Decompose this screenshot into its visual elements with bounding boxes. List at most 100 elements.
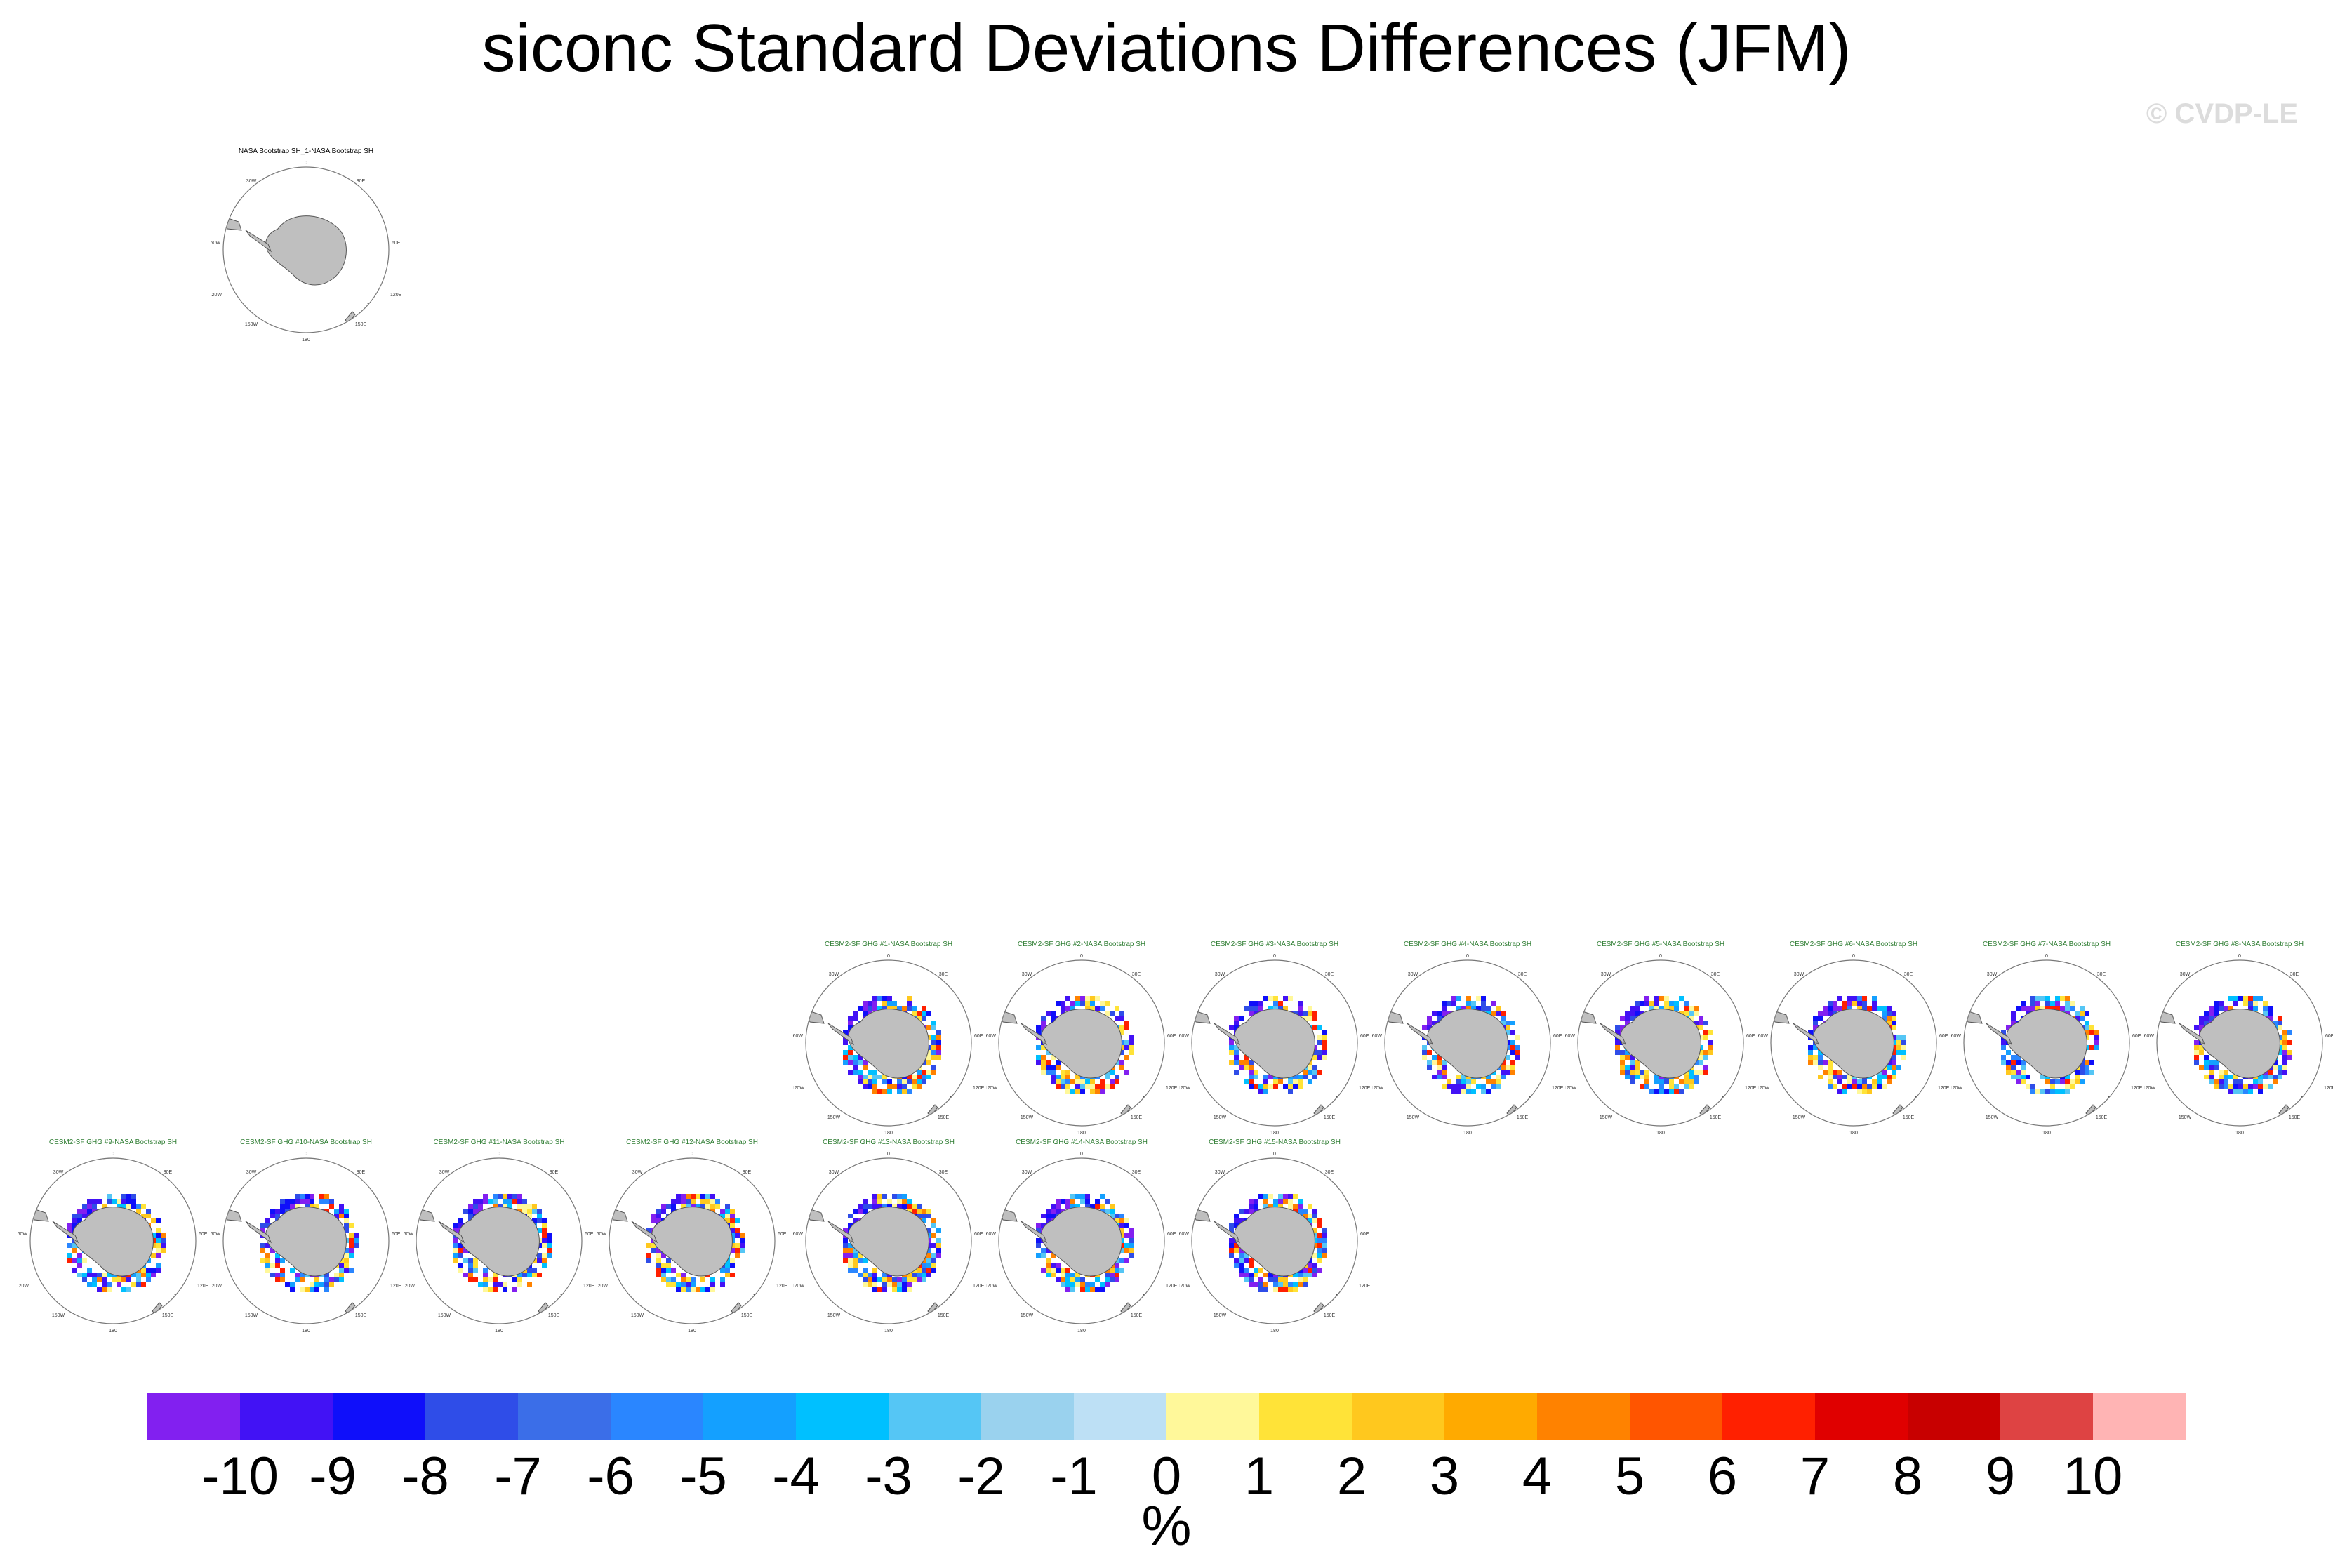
polar-map: 0 30W 30E 60W 60E 120W 120E 150W 150E 180: [404, 1152, 594, 1334]
colorbar-tick-label: 0: [1151, 1447, 1182, 1506]
colorbar-tick-label: -6: [587, 1447, 634, 1506]
longitude-label: 120E: [390, 293, 401, 298]
longitude-label: 120E: [1938, 1086, 1949, 1091]
longitude-label: 30E: [939, 1170, 948, 1175]
map-border: [805, 959, 972, 1127]
longitude-label: 150W: [52, 1313, 65, 1318]
longitude-label: 150W: [1214, 1313, 1227, 1318]
map-panel: CESM2-SF GHG #11-NASA Bootstrap SH 0 30W 30…: [404, 1138, 594, 1342]
panel-title: CESM2-SF GHG #15-NASA Bootstrap SH: [1209, 1138, 1341, 1146]
colorbar-box: [981, 1393, 1074, 1440]
longitude-label: 0: [2045, 954, 2048, 959]
colorbar-tick-label: -3: [865, 1447, 912, 1506]
longitude-label: 180: [1270, 1329, 1279, 1334]
map-border: [1384, 959, 1551, 1127]
colorbar-box: [1815, 1393, 1908, 1440]
longitude-label: 30E: [2290, 972, 2299, 977]
longitude-label: 150W: [438, 1313, 451, 1318]
colorbar-box: [889, 1393, 981, 1440]
longitude-label: 150W: [631, 1313, 644, 1318]
longitude-label: 0: [1080, 954, 1083, 959]
longitude-label: 150E: [938, 1313, 950, 1318]
longitude-label: 60E: [1167, 1232, 1176, 1237]
longitude-label: 180: [495, 1329, 503, 1334]
colorbar-tick-label: 1: [1244, 1447, 1275, 1506]
panel-title: CESM2-SF GHG #13-NASA Bootstrap SH: [823, 1138, 955, 1146]
panel-title: CESM2-SF GHG #7-NASA Bootstrap SH: [1982, 941, 2111, 948]
longitude-label: 150W: [1600, 1115, 1613, 1120]
longitude-label: 120E: [1166, 1284, 1177, 1289]
longitude-label: 120E: [973, 1086, 984, 1091]
longitude-label: 120W: [1179, 1284, 1190, 1289]
panel-title: CESM2-SF GHG #3-NASA Bootstrap SH: [1210, 941, 1339, 948]
longitude-label: 0: [691, 1152, 693, 1157]
longitude-label: 60W: [1372, 1034, 1382, 1039]
map-panel: CESM2-SF GHG #4-NASA Bootstrap SH 0 30W 30E…: [1372, 941, 1563, 1144]
longitude-label: 30E: [357, 179, 366, 184]
longitude-label: 0: [1852, 954, 1855, 959]
longitude-label: 30W: [1215, 1170, 1225, 1175]
longitude-label: 30E: [357, 1170, 366, 1175]
longitude-label: 30W: [1408, 972, 1418, 977]
longitude-label: 30W: [829, 1170, 839, 1175]
longitude-label: 120E: [1745, 1086, 1756, 1091]
longitude-label: 60W: [211, 241, 220, 246]
longitude-label: 180: [884, 1131, 893, 1136]
longitude-label: 180: [688, 1329, 696, 1334]
longitude-label: 0: [498, 1152, 500, 1157]
longitude-label: 60E: [1167, 1034, 1176, 1039]
map-panel: CESM2-SF GHG #1-NASA Bootstrap SH 0 30W 30E…: [793, 941, 984, 1144]
longitude-label: 30E: [1132, 972, 1141, 977]
longitude-label: 60E: [2132, 1034, 2141, 1039]
colorbar-box: [1630, 1393, 1722, 1440]
map-panel: CESM2-SF GHG #9-NASA Bootstrap SH 0 30W 30E…: [18, 1138, 208, 1342]
map-border: [1191, 1157, 1358, 1324]
map-panel: CESM2-SF GHG #6-NASA Bootstrap SH 0 30W 30E…: [1758, 941, 1949, 1144]
longitude-label: 150W: [2179, 1115, 2192, 1120]
panel-title: CESM2-SF GHG #9-NASA Bootstrap SH: [48, 1138, 178, 1146]
longitude-label: 30W: [439, 1170, 450, 1175]
longitude-label: 120W: [2144, 1086, 2155, 1091]
longitude-label: 0: [887, 1152, 890, 1157]
panel-title: CESM2-SF GHG #10-NASA Bootstrap SH: [240, 1138, 372, 1146]
longitude-label: 120W: [1951, 1086, 1962, 1091]
longitude-label: 120E: [776, 1284, 787, 1289]
colorbar-tick-label: 8: [1892, 1447, 1923, 1506]
polar-map: 0 30W 30E 60W 60E 120W 120E 150W 150E 180: [597, 1152, 787, 1334]
map-border: [222, 166, 390, 333]
longitude-label: 180: [1656, 1131, 1665, 1136]
colorbar-box: [1908, 1393, 2000, 1440]
longitude-label: 30E: [939, 972, 948, 977]
longitude-label: 120W: [793, 1284, 804, 1289]
longitude-label: 150E: [1131, 1115, 1143, 1120]
longitude-label: 30E: [1904, 972, 1913, 977]
longitude-label: 60E: [1746, 1034, 1755, 1039]
longitude-label: 150W: [1407, 1115, 1420, 1120]
panel-title: CESM2-SF GHG #4-NASA Bootstrap SH: [1403, 941, 1532, 948]
longitude-label: 150W: [1793, 1115, 1806, 1120]
colorbar-tick-label: -7: [494, 1447, 542, 1506]
longitude-label: 120W: [793, 1086, 804, 1091]
longitude-label: 30W: [1987, 972, 1998, 977]
longitude-label: 60E: [199, 1232, 208, 1237]
longitude-label: 30W: [1022, 972, 1032, 977]
map-border: [998, 959, 1165, 1127]
longitude-label: 150E: [1517, 1115, 1529, 1120]
longitude-label: 150E: [355, 1313, 367, 1318]
colorbar-tick-label: 4: [1522, 1447, 1553, 1506]
longitude-label: 60W: [986, 1232, 996, 1237]
colorbar-box: [518, 1393, 611, 1440]
polar-map: 0 30W 30E 60W 60E 120W 120E 150W 150E 180: [793, 1152, 984, 1334]
colorbar-tick-label: 5: [1614, 1447, 1645, 1506]
map-border: [1191, 959, 1358, 1127]
longitude-label: 0: [2238, 954, 2241, 959]
colorbar-box: [1259, 1393, 1352, 1440]
longitude-label: 60W: [1951, 1034, 1961, 1039]
longitude-label: 60W: [404, 1232, 413, 1237]
polar-map: 0 30W 30E 60W 60E 120W 120E 150W 150E 180: [1565, 954, 1756, 1136]
polar-map: 0 30W 30E 60W 60E 120W 120E 150W 150E 180: [2144, 954, 2333, 1136]
longitude-label: 60E: [1553, 1034, 1562, 1039]
panel-title: CESM2-SF GHG #8-NASA Bootstrap SH: [2175, 941, 2304, 948]
longitude-label: 60W: [986, 1034, 996, 1039]
map-border: [805, 1157, 972, 1324]
